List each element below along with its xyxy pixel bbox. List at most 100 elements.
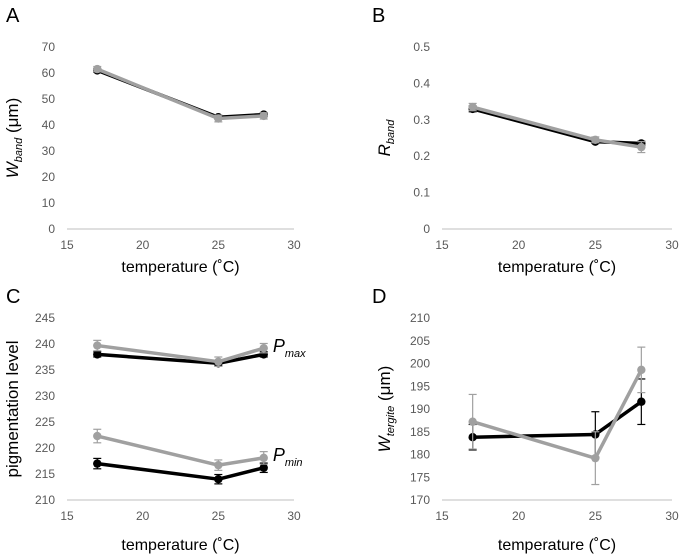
y-tick-label: 205	[410, 334, 430, 348]
data-series	[93, 339, 268, 485]
y-tick-label: 0	[48, 222, 55, 236]
y-tick-label: 60	[42, 66, 56, 80]
x-tick-label: 30	[287, 509, 301, 523]
y-tick-label: 0.2	[413, 149, 430, 163]
y-tick-label: 170	[410, 493, 430, 507]
x-axis-label: temperature (˚C)	[498, 259, 616, 276]
x-tick-label: 15	[435, 509, 449, 523]
data-point	[468, 102, 477, 112]
y-tick-label: 10	[42, 196, 56, 210]
series-gray	[468, 102, 646, 154]
y-label-tail: (μm)	[375, 366, 394, 406]
x-tick-labels: 15 20 25 30	[60, 238, 301, 252]
y-tick-label: 230	[35, 389, 55, 403]
data-series	[93, 64, 268, 123]
x-tick-labels: 15 20 25 30	[435, 238, 679, 252]
x-tick-label: 25	[212, 509, 226, 523]
x-tick-label: 30	[665, 238, 679, 252]
x-tick-label: 20	[512, 238, 526, 252]
data-point	[93, 341, 102, 350]
y-tick-label: 225	[35, 415, 55, 429]
y-tick-label: 235	[35, 363, 55, 377]
y-label-main: W	[3, 160, 22, 178]
data-series	[468, 102, 646, 154]
y-label-sub: band	[385, 119, 397, 144]
x-tick-labels: 15 20 25 30	[435, 509, 679, 523]
x-tick-label: 25	[212, 238, 226, 252]
x-tick-label: 15	[60, 509, 74, 523]
y-tick-label: 215	[35, 467, 55, 481]
y-tick-labels: 0 0.1 0.2 0.3 0.4 0.5	[413, 40, 430, 236]
series-gray	[468, 346, 646, 486]
x-axis-label: temperature (˚C)	[121, 537, 239, 554]
annotations: Pmax Pmin	[273, 336, 306, 469]
x-tick-label: 15	[435, 238, 449, 252]
y-tick-label: 0	[423, 222, 430, 236]
panel-letter-b: B	[372, 5, 385, 27]
data-point	[93, 431, 102, 441]
data-point	[93, 459, 102, 468]
data-point	[214, 475, 223, 484]
y-axis-label: Rband	[375, 119, 397, 157]
panel-letter-a: A	[6, 5, 20, 27]
series-annotation: Pmin	[273, 445, 303, 469]
data-series	[468, 346, 646, 486]
series-line	[96, 67, 264, 121]
x-tick-label: 20	[136, 238, 150, 252]
x-tick-label: 30	[665, 509, 679, 523]
y-tick-label: 30	[42, 144, 56, 158]
y-tick-label: 0.4	[413, 76, 430, 90]
data-point	[637, 365, 646, 375]
y-label-tail: (μm)	[3, 98, 22, 138]
panel-d: D 170 175 180 185 190 195 200 205 210 15 20 25 30 t…	[372, 286, 679, 554]
y-label-sub: tergite	[385, 406, 397, 437]
series-Pmax-black	[93, 350, 268, 368]
y-tick-labels: 210 215 220 225 230 235 240 245	[35, 311, 55, 507]
y-tick-labels: 0 10 20 30 40 50 60 70	[42, 40, 56, 236]
panel-letter-c: C	[6, 286, 20, 308]
y-tick-label: 245	[35, 311, 55, 325]
x-tick-label: 30	[287, 238, 301, 252]
y-label-main: R	[375, 144, 394, 156]
data-point	[214, 357, 223, 366]
data-point	[214, 114, 223, 123]
y-tick-label: 185	[410, 425, 430, 439]
data-point	[259, 343, 268, 353]
y-tick-label: 200	[410, 357, 430, 371]
series-Pmin-gray	[93, 428, 268, 471]
series-gray	[93, 64, 268, 123]
data-point	[259, 111, 268, 121]
panel-a: A 0 10 20 30 40 50 60 70 15 20 25 30 temperature (…	[3, 5, 301, 276]
data-point	[259, 453, 268, 463]
x-tick-label: 20	[512, 509, 526, 523]
data-point	[637, 142, 646, 152]
data-point	[468, 417, 477, 426]
series-line	[97, 461, 265, 481]
data-point	[591, 453, 600, 463]
x-tick-label: 15	[60, 238, 74, 252]
y-tick-labels: 170 175 180 185 190 195 200 205 210	[410, 311, 430, 507]
series-line	[96, 434, 265, 467]
series-line	[472, 369, 643, 460]
panel-b: B 0 0.1 0.2 0.3 0.4 0.5 15 20 25 30 temperature …	[372, 5, 679, 276]
data-point	[591, 135, 600, 145]
series-black	[93, 66, 268, 122]
y-tick-label: 0.5	[413, 40, 430, 54]
data-point	[259, 463, 268, 472]
x-tick-label: 25	[589, 509, 603, 523]
y-tick-label: 210	[35, 493, 55, 507]
y-tick-label: 70	[42, 40, 56, 54]
y-tick-label: 20	[42, 170, 56, 184]
y-tick-label: 195	[410, 379, 430, 393]
x-axis-label: temperature (˚C)	[121, 259, 239, 276]
x-tick-labels: 15 20 25 30	[60, 509, 301, 523]
y-label-main: W	[375, 434, 394, 452]
y-label-sub: band	[13, 137, 25, 162]
y-tick-label: 240	[35, 337, 55, 351]
y-tick-label: 175	[410, 470, 430, 484]
y-tick-label: 40	[42, 118, 56, 132]
y-tick-label: 0.1	[413, 186, 430, 200]
series-annotation: Pmax	[273, 336, 306, 360]
x-tick-label: 20	[136, 509, 150, 523]
